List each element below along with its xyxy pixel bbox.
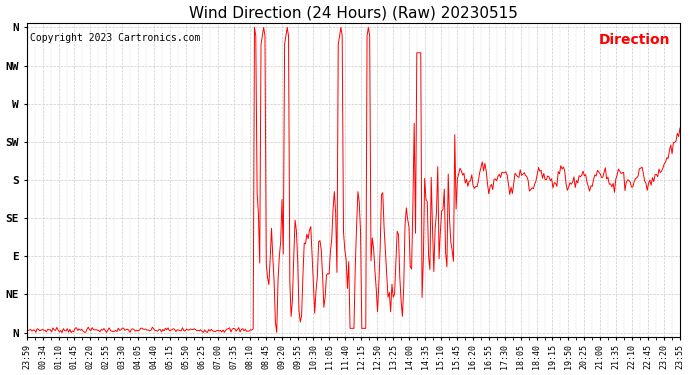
Text: Direction: Direction (599, 33, 670, 46)
Text: Copyright 2023 Cartronics.com: Copyright 2023 Cartronics.com (30, 33, 200, 42)
Title: Wind Direction (24 Hours) (Raw) 20230515: Wind Direction (24 Hours) (Raw) 20230515 (189, 6, 518, 21)
